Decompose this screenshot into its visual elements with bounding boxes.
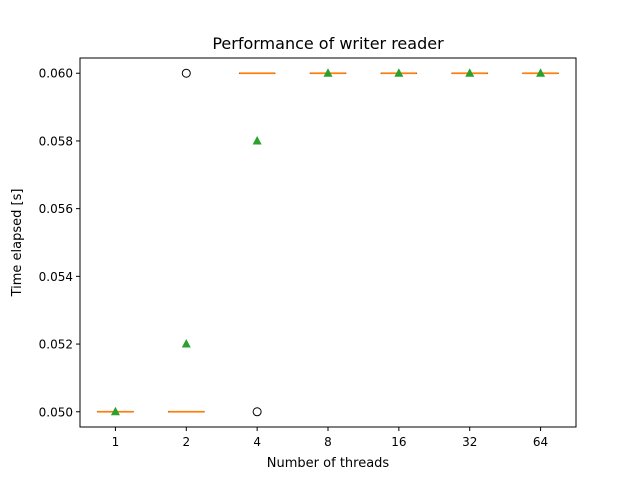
y-tick-label: 0.060 bbox=[39, 67, 73, 81]
x-axis-label: Number of threads bbox=[267, 456, 390, 471]
y-axis-label: Time elapsed [s] bbox=[10, 189, 25, 298]
mean-marker bbox=[465, 68, 475, 77]
x-tick-label: 8 bbox=[324, 435, 332, 449]
x-tick-label: 64 bbox=[533, 435, 548, 449]
mean-marker bbox=[181, 339, 191, 348]
plot-area bbox=[97, 68, 559, 417]
y-tick-label: 0.054 bbox=[39, 270, 73, 284]
axes-frame bbox=[79, 57, 577, 428]
mean-marker bbox=[110, 406, 120, 416]
x-tick-label: 1 bbox=[112, 435, 120, 449]
mean-marker bbox=[536, 68, 546, 77]
y-tick-label: 0.056 bbox=[39, 202, 73, 216]
x-axis: 1 2 4 8 16 32 64 bbox=[112, 427, 548, 449]
mean-marker bbox=[252, 135, 262, 145]
y-axis: 0.050 0.052 0.054 0.056 0.058 0.060 bbox=[39, 67, 80, 419]
box-4 bbox=[238, 72, 276, 417]
box-2 bbox=[168, 68, 205, 413]
x-tick-label: 32 bbox=[462, 435, 477, 449]
x-tick-label: 2 bbox=[182, 435, 190, 449]
x-tick-label: 16 bbox=[391, 435, 406, 449]
y-tick-label: 0.052 bbox=[39, 338, 73, 352]
box-16 bbox=[380, 68, 418, 77]
box-32 bbox=[451, 68, 488, 77]
mean-marker bbox=[394, 68, 404, 77]
box-64 bbox=[522, 68, 559, 77]
chart-title: Performance of writer reader bbox=[212, 34, 444, 53]
outlier-point bbox=[181, 68, 191, 78]
x-tick-label: 4 bbox=[253, 435, 261, 449]
y-tick-label: 0.050 bbox=[39, 405, 73, 419]
outlier-point bbox=[252, 407, 262, 417]
mean-marker bbox=[323, 68, 333, 77]
box-8 bbox=[309, 68, 347, 77]
box-1 bbox=[97, 406, 134, 416]
y-tick-label: 0.058 bbox=[39, 134, 73, 148]
